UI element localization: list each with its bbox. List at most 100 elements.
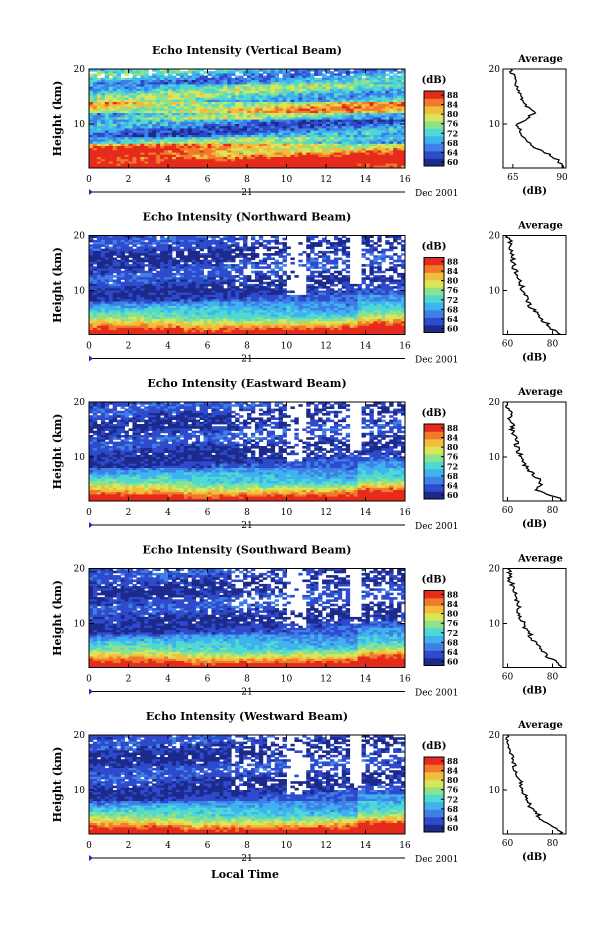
heatmap-cell bbox=[120, 157, 125, 160]
heatmap-cell bbox=[199, 161, 204, 164]
heatmap-cell bbox=[333, 235, 339, 239]
heatmap-cell bbox=[270, 108, 276, 112]
heatmap-cell bbox=[397, 159, 402, 162]
heatmap-cell bbox=[302, 71, 307, 74]
heatmap-cell bbox=[219, 253, 224, 256]
heatmap-cell bbox=[322, 157, 327, 160]
heatmap-cell bbox=[239, 268, 244, 272]
heatmap-cell bbox=[104, 71, 110, 74]
heatmap-cell bbox=[104, 88, 110, 92]
heatmap-cell bbox=[164, 132, 169, 136]
heatmap-cell bbox=[156, 277, 161, 280]
heatmap-cell bbox=[290, 82, 295, 85]
heatmap-cell bbox=[247, 154, 252, 158]
heatmap-cell bbox=[104, 237, 110, 241]
heatmap-cell bbox=[179, 73, 185, 76]
heatmap-cell bbox=[361, 146, 366, 149]
heatmap-cell bbox=[223, 91, 228, 94]
heatmap-cell bbox=[294, 132, 299, 136]
heatmap-cell bbox=[381, 270, 386, 274]
heatmap-cell bbox=[254, 115, 260, 118]
heatmap-cell bbox=[160, 102, 165, 105]
heatmap-cell bbox=[365, 161, 370, 164]
heatmap-cell bbox=[377, 154, 382, 158]
heatmap-cell bbox=[298, 137, 303, 140]
heatmap-cell bbox=[262, 244, 268, 247]
heatmap-cell bbox=[329, 93, 335, 96]
heatmap-cell bbox=[302, 104, 307, 107]
heatmap-cell bbox=[223, 235, 228, 239]
heatmap-cell bbox=[389, 154, 394, 158]
heatmap-cell bbox=[120, 159, 125, 162]
heatmap-cell bbox=[183, 117, 189, 120]
heatmap-cell bbox=[215, 128, 220, 131]
heatmap-cell bbox=[168, 165, 173, 168]
heatmap-cell bbox=[171, 121, 177, 125]
heatmap-cell bbox=[215, 97, 220, 101]
heatmap-cell bbox=[203, 104, 208, 107]
heatmap-cell bbox=[171, 161, 177, 164]
heatmap-cell bbox=[124, 84, 129, 87]
heatmap-cell bbox=[108, 146, 114, 149]
heatmap-cell bbox=[227, 239, 232, 243]
heatmap-cell bbox=[247, 91, 252, 94]
heatmap-cell bbox=[333, 128, 339, 131]
heatmap-cell bbox=[235, 91, 240, 94]
heatmap-cell bbox=[365, 82, 370, 85]
heatmap-cell bbox=[152, 161, 157, 164]
heatmap-cell bbox=[219, 268, 224, 272]
heatmap-cell bbox=[148, 75, 153, 79]
heatmap-cell bbox=[262, 246, 268, 250]
heatmap-cell bbox=[345, 150, 351, 153]
heatmap-cell bbox=[353, 137, 358, 140]
heatmap-cell bbox=[326, 113, 331, 116]
heatmap-cell bbox=[318, 266, 323, 269]
heatmap-cell bbox=[183, 141, 189, 145]
heatmap-cell bbox=[318, 281, 323, 285]
heatmap-cell bbox=[397, 143, 402, 147]
heatmap-cell bbox=[227, 117, 232, 120]
heatmap-cell bbox=[100, 139, 106, 142]
heatmap-cell bbox=[89, 266, 94, 269]
heatmap-cell bbox=[207, 279, 212, 283]
heatmap-cell bbox=[377, 124, 382, 127]
heatmap-cell bbox=[274, 250, 279, 254]
heatmap-cell bbox=[322, 253, 327, 256]
heatmap-cell bbox=[290, 102, 295, 105]
heatmap-cell bbox=[243, 237, 248, 241]
heatmap-cell bbox=[318, 104, 323, 107]
heatmap-cell bbox=[100, 275, 106, 278]
heatmap-cell bbox=[124, 71, 129, 74]
heatmap-cell bbox=[353, 161, 358, 164]
heatmap-cell bbox=[136, 283, 141, 287]
heatmap-cell bbox=[254, 275, 260, 278]
heatmap-cell bbox=[211, 75, 216, 79]
heatmap-cell bbox=[393, 286, 398, 289]
heatmap-cell bbox=[341, 152, 347, 156]
heatmap-cell bbox=[401, 137, 405, 140]
heatmap-cell bbox=[235, 143, 240, 147]
heatmap-cell bbox=[306, 128, 311, 131]
heatmap-cell bbox=[274, 139, 279, 142]
heatmap-cell bbox=[235, 255, 240, 258]
heatmap-cell bbox=[310, 88, 315, 92]
heatmap-cell bbox=[175, 106, 181, 109]
heatmap-cell bbox=[349, 286, 355, 289]
heatmap-cell bbox=[195, 99, 200, 103]
heatmap-cell bbox=[377, 275, 382, 278]
heatmap-cell bbox=[175, 73, 181, 76]
heatmap-cell bbox=[100, 93, 106, 96]
x-tick-label: 0 bbox=[86, 175, 92, 185]
heatmap-cell bbox=[148, 106, 153, 109]
heatmap-cell bbox=[120, 165, 125, 168]
heatmap-cell bbox=[290, 75, 295, 79]
heatmap-cell bbox=[349, 130, 355, 134]
heatmap-cell bbox=[345, 82, 351, 85]
heatmap-cell bbox=[183, 268, 189, 272]
heatmap-cell bbox=[175, 239, 181, 243]
heatmap-cell bbox=[254, 261, 260, 265]
heatmap-cell bbox=[258, 104, 264, 107]
heatmap-cell bbox=[389, 268, 394, 272]
heatmap-cell bbox=[401, 141, 405, 145]
heatmap-cell bbox=[187, 104, 193, 107]
